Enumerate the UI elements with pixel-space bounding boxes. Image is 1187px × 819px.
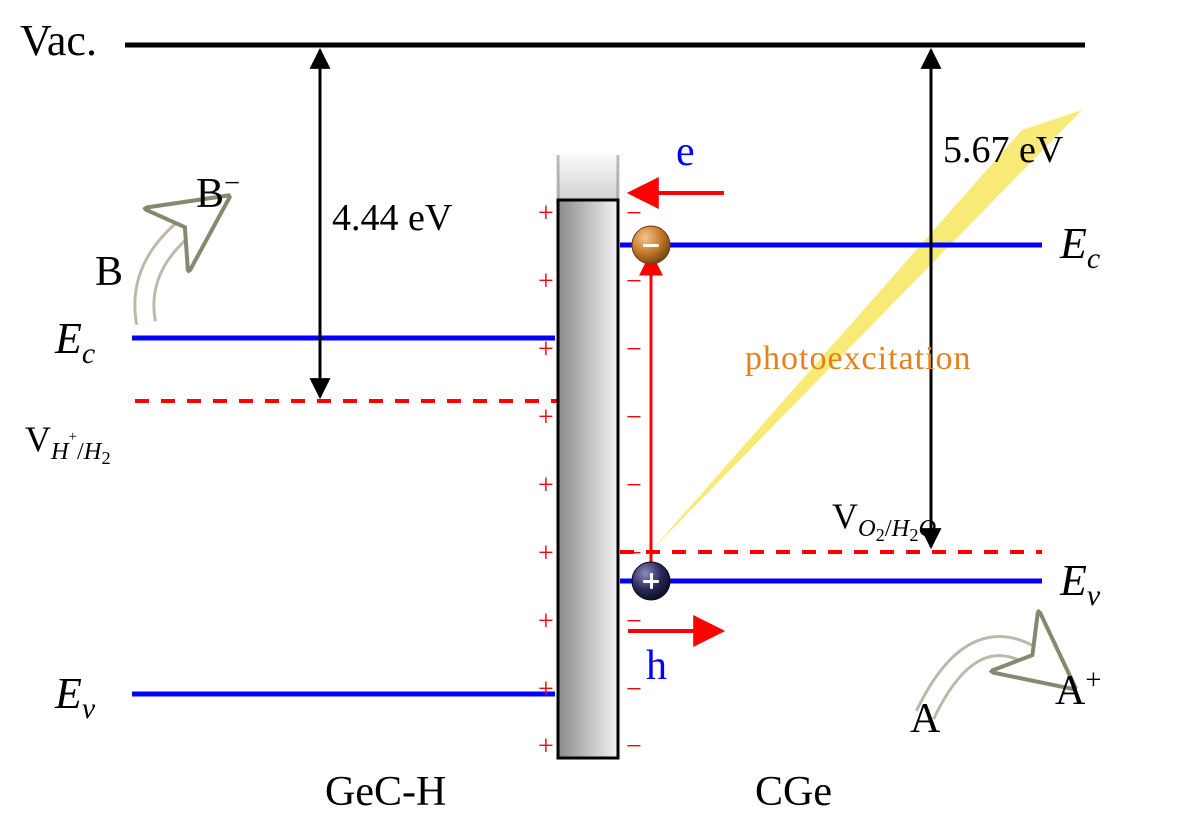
svg-text:+: +: [538, 334, 554, 365]
ev-left-label: Ev: [55, 668, 95, 726]
b-label: B: [95, 248, 123, 296]
vac-label: Vac.: [20, 15, 97, 66]
svg-text:−: −: [626, 470, 642, 501]
svg-text:+: +: [538, 674, 554, 705]
ev-right-label: Ev: [1060, 555, 1100, 613]
light-beam: [651, 110, 1082, 551]
ec-left-label: Ec: [55, 313, 95, 371]
a-plus-label: A+: [1055, 665, 1101, 715]
svg-text:−: −: [626, 334, 642, 365]
h-label: h: [646, 642, 667, 690]
svg-text:−: −: [626, 674, 642, 705]
barrier-rect: [558, 200, 618, 758]
svg-text:−: −: [626, 538, 642, 569]
photoexcitation-label: photoexcitation: [745, 340, 972, 378]
ev-567-label: 5.67 eV: [943, 128, 1063, 172]
ec-right-label: Ec: [1060, 218, 1100, 276]
energy-diagram: +− +− +− +− +− +− +− +− +−: [0, 0, 1187, 819]
v-h-label: VH+/H2: [25, 418, 111, 466]
svg-text:+: +: [538, 731, 554, 762]
svg-text:−: −: [626, 731, 642, 762]
svg-text:+: +: [538, 606, 554, 637]
svg-text:+: +: [538, 538, 554, 569]
svg-text:−: −: [626, 402, 642, 433]
v-o-label: VO2/H2O: [832, 495, 936, 543]
gech-label: GeC-H: [325, 768, 446, 816]
svg-text:+: +: [538, 470, 554, 501]
svg-text:+: +: [538, 266, 554, 297]
cge-label: CGe: [755, 768, 832, 816]
svg-text:+: +: [538, 402, 554, 433]
b-minus-label: B−: [196, 168, 240, 218]
ev-444-label: 4.44 eV: [332, 196, 452, 240]
svg-text:−: −: [626, 198, 642, 229]
svg-text:+: +: [538, 198, 554, 229]
a-label: A: [910, 695, 940, 743]
e-label: e: [676, 128, 695, 176]
svg-text:−: −: [626, 266, 642, 297]
